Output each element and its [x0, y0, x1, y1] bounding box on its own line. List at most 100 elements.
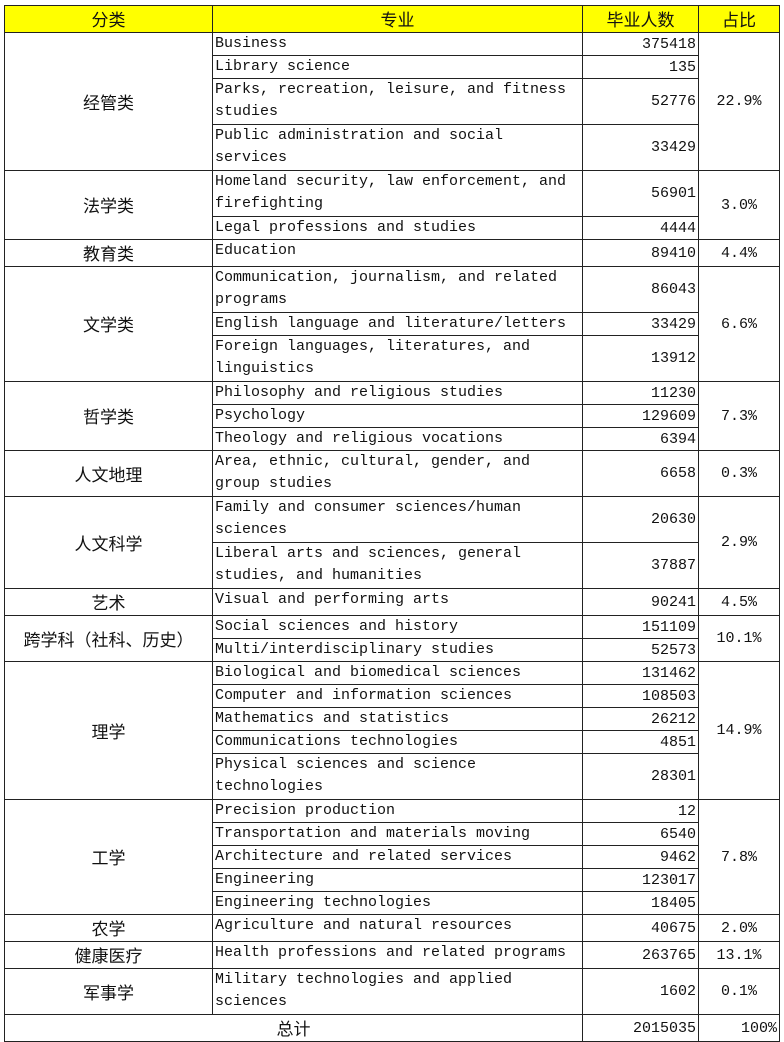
major-cell: Foreign languages, literatures, and ling… — [212, 335, 583, 382]
graduates-cell: 20630 — [582, 496, 699, 543]
major-cell: Homeland security, law enforcement, and … — [212, 170, 583, 217]
graduates-cell: 13912 — [582, 335, 699, 382]
graduates-cell: 40675 — [582, 914, 699, 942]
graduates-cell: 131462 — [582, 661, 699, 685]
graduates-cell: 12 — [582, 799, 699, 823]
table-row: 农学 Agriculture and natural resources 40675… — [4, 914, 780, 942]
share-cell: 0.3% — [698, 450, 780, 497]
category-cell: 工学 — [4, 799, 213, 915]
graduates-cell: 135 — [582, 55, 699, 79]
major-cell: Legal professions and studies — [212, 216, 583, 240]
graduates-cell: 52776 — [582, 78, 699, 125]
table-body: 经管类 Business 375418 22.9% Library science 135… — [4, 32, 780, 1015]
category-cell: 教育类 — [4, 239, 213, 267]
graduates-cell: 123017 — [582, 868, 699, 892]
table-row: 哲学类 Philosophy and religious studies 11230… — [4, 381, 780, 451]
graduates-cell: 9462 — [582, 845, 699, 869]
major-cell: Psychology — [212, 404, 583, 428]
category-cell: 人文地理 — [4, 450, 213, 497]
share-cell: 6.6% — [698, 266, 780, 382]
table-row: Liberal arts and sciences, general studi… — [5, 542, 780, 589]
major-cell: Computer and information sciences — [212, 684, 583, 708]
major-cell: Business — [212, 32, 583, 56]
major-cell: Mathematics and statistics — [212, 707, 583, 731]
graduates-cell: 1602 — [582, 968, 699, 1015]
major-cell: Physical sciences and science technologi… — [212, 753, 583, 800]
major-cell: Biological and biomedical sciences — [212, 661, 583, 685]
graduates-table: 分类 专业 毕业人数 占比 经管类 Business 375418 22.9% Libr… — [4, 5, 780, 1042]
major-cell: Multi/interdisciplinary studies — [212, 638, 583, 662]
table-row: 健康医疗 Health professions and related progr… — [4, 941, 780, 969]
graduates-cell: 86043 — [582, 266, 699, 313]
share-cell: 22.9% — [698, 32, 780, 171]
table-row: Legal professions and studies 4444 — [5, 216, 780, 240]
share-cell: 7.8% — [698, 799, 780, 915]
category-cell: 农学 — [4, 914, 213, 942]
table-row: Computer and information sciences 108503 — [5, 684, 780, 708]
table-row: Mathematics and statistics 26212 — [5, 707, 780, 731]
total-label: 总计 — [4, 1014, 583, 1042]
table-row: Multi/interdisciplinary studies 52573 — [5, 638, 780, 662]
table-row: Engineering 123017 — [5, 868, 780, 892]
major-cell: Communications technologies — [212, 730, 583, 754]
category-cell: 文学类 — [4, 266, 213, 382]
major-cell: Transportation and materials moving — [212, 822, 583, 846]
graduates-cell: 108503 — [582, 684, 699, 708]
category-cell: 人文科学 — [4, 496, 213, 589]
category-cell: 经管类 — [4, 32, 213, 171]
header-category: 分类 — [4, 5, 213, 33]
graduates-cell: 28301 — [582, 753, 699, 800]
graduates-cell: 6658 — [582, 450, 699, 497]
major-cell: Social sciences and history — [212, 615, 583, 639]
header-share: 占比 — [698, 5, 780, 33]
graduates-cell: 37887 — [582, 542, 699, 589]
major-cell: Engineering technologies — [212, 891, 583, 915]
graduates-cell: 375418 — [582, 32, 699, 56]
major-cell: Education — [212, 239, 583, 267]
graduates-cell: 26212 — [582, 707, 699, 731]
table-row: 工学 Precision production 12 7.8% — [4, 799, 780, 915]
table-row: 文学类 Communication, journalism, and relate… — [4, 266, 780, 382]
graduates-cell: 89410 — [582, 239, 699, 267]
graduates-cell: 90241 — [582, 588, 699, 616]
total-share: 100% — [698, 1014, 780, 1042]
share-cell: 2.9% — [698, 496, 780, 589]
share-cell: 10.1% — [698, 615, 780, 662]
major-cell: Public administration and social service… — [212, 124, 583, 171]
major-cell: Agriculture and natural resources — [212, 914, 583, 942]
graduates-cell: 18405 — [582, 891, 699, 915]
major-cell: English language and literature/letters — [212, 312, 583, 336]
major-cell: Parks, recreation, leisure, and fitness … — [212, 78, 583, 125]
header-major: 专业 — [212, 5, 583, 33]
table-row: Library science 135 — [5, 55, 780, 79]
table-row: 军事学 Military technologies and applied sci… — [4, 968, 780, 1015]
share-cell: 13.1% — [698, 941, 780, 969]
total-row: 总计 2015035 100% — [4, 1014, 780, 1042]
table-row: 艺术 Visual and performing arts 90241 4.5% — [4, 588, 780, 616]
category-cell: 理学 — [4, 661, 213, 800]
major-cell: Liberal arts and sciences, general studi… — [212, 542, 583, 589]
table-row: 理学 Biological and biomedical sciences 1314… — [4, 661, 780, 800]
graduates-cell: 6540 — [582, 822, 699, 846]
table-row: 人文地理 Area, ethnic, cultural, gender, and … — [4, 450, 780, 497]
table-row: Public administration and social service… — [5, 124, 780, 171]
graduates-cell: 33429 — [582, 312, 699, 336]
header-graduates: 毕业人数 — [582, 5, 699, 33]
major-cell: Family and consumer sciences/human scien… — [212, 496, 583, 543]
graduates-cell: 129609 — [582, 404, 699, 428]
share-cell: 4.4% — [698, 239, 780, 267]
table-row: 法学类 Homeland security, law enforcement, a… — [4, 170, 780, 240]
category-cell: 艺术 — [4, 588, 213, 616]
table-row: Transportation and materials moving 6540 — [5, 822, 780, 846]
share-cell: 7.3% — [698, 381, 780, 451]
table-row: English language and literature/letters 3… — [5, 312, 780, 336]
major-cell: Architecture and related services — [212, 845, 583, 869]
table-row: 经管类 Business 375418 22.9% — [4, 32, 780, 171]
category-cell: 哲学类 — [4, 381, 213, 451]
major-cell: Health professions and related programs — [212, 941, 583, 969]
share-cell: 2.0% — [698, 914, 780, 942]
table-row: 教育类 Education 89410 4.4% — [4, 239, 780, 267]
share-cell: 3.0% — [698, 170, 780, 240]
table-row: Physical sciences and science technologi… — [5, 753, 780, 800]
graduates-cell: 33429 — [582, 124, 699, 171]
